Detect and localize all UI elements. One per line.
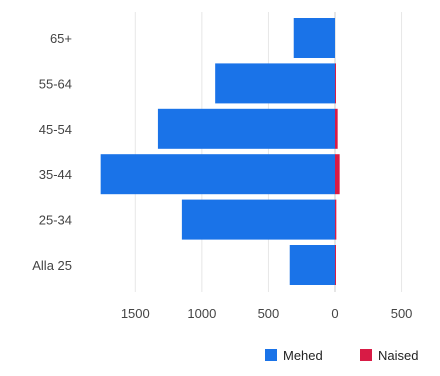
y-tick-label: 45-54: [39, 122, 72, 137]
legend-swatch: [360, 349, 372, 361]
gridlines: [134, 12, 403, 292]
legend: Mehed Naised: [265, 348, 418, 363]
bar-mehed: [100, 154, 335, 195]
bar-naised: [335, 108, 338, 149]
x-tick-label: 500: [258, 306, 280, 321]
bar-mehed: [157, 108, 335, 149]
y-axis-labels: 65+ 55-64 45-54 35-44 25-34 Alla 25: [32, 31, 72, 273]
legend-label: Naised: [378, 348, 418, 363]
y-tick-label: Alla 25: [32, 258, 72, 273]
legend-swatch: [265, 349, 277, 361]
bar-naised: [335, 154, 340, 195]
x-tick-label: 500: [391, 306, 413, 321]
bar-mehed: [215, 63, 335, 104]
y-tick-label: 35-44: [39, 167, 72, 182]
y-tick-label: 25-34: [39, 213, 72, 228]
bar-naised: [335, 199, 337, 240]
bar-naised: [335, 245, 336, 285]
x-tick-label: 1500: [121, 306, 150, 321]
legend-label: Mehed: [283, 348, 323, 363]
bar-mehed: [181, 199, 335, 240]
x-tick-label: 1000: [187, 306, 216, 321]
bars: [100, 18, 340, 285]
y-tick-label: 55-64: [39, 76, 72, 91]
bar-naised: [335, 63, 336, 104]
x-axis-labels: 1500 1000 500 0 500: [121, 306, 413, 321]
x-tick-label: 0: [331, 306, 338, 321]
bar-mehed: [289, 245, 335, 285]
y-tick-label: 65+: [50, 31, 72, 46]
bar-mehed: [293, 18, 335, 58]
